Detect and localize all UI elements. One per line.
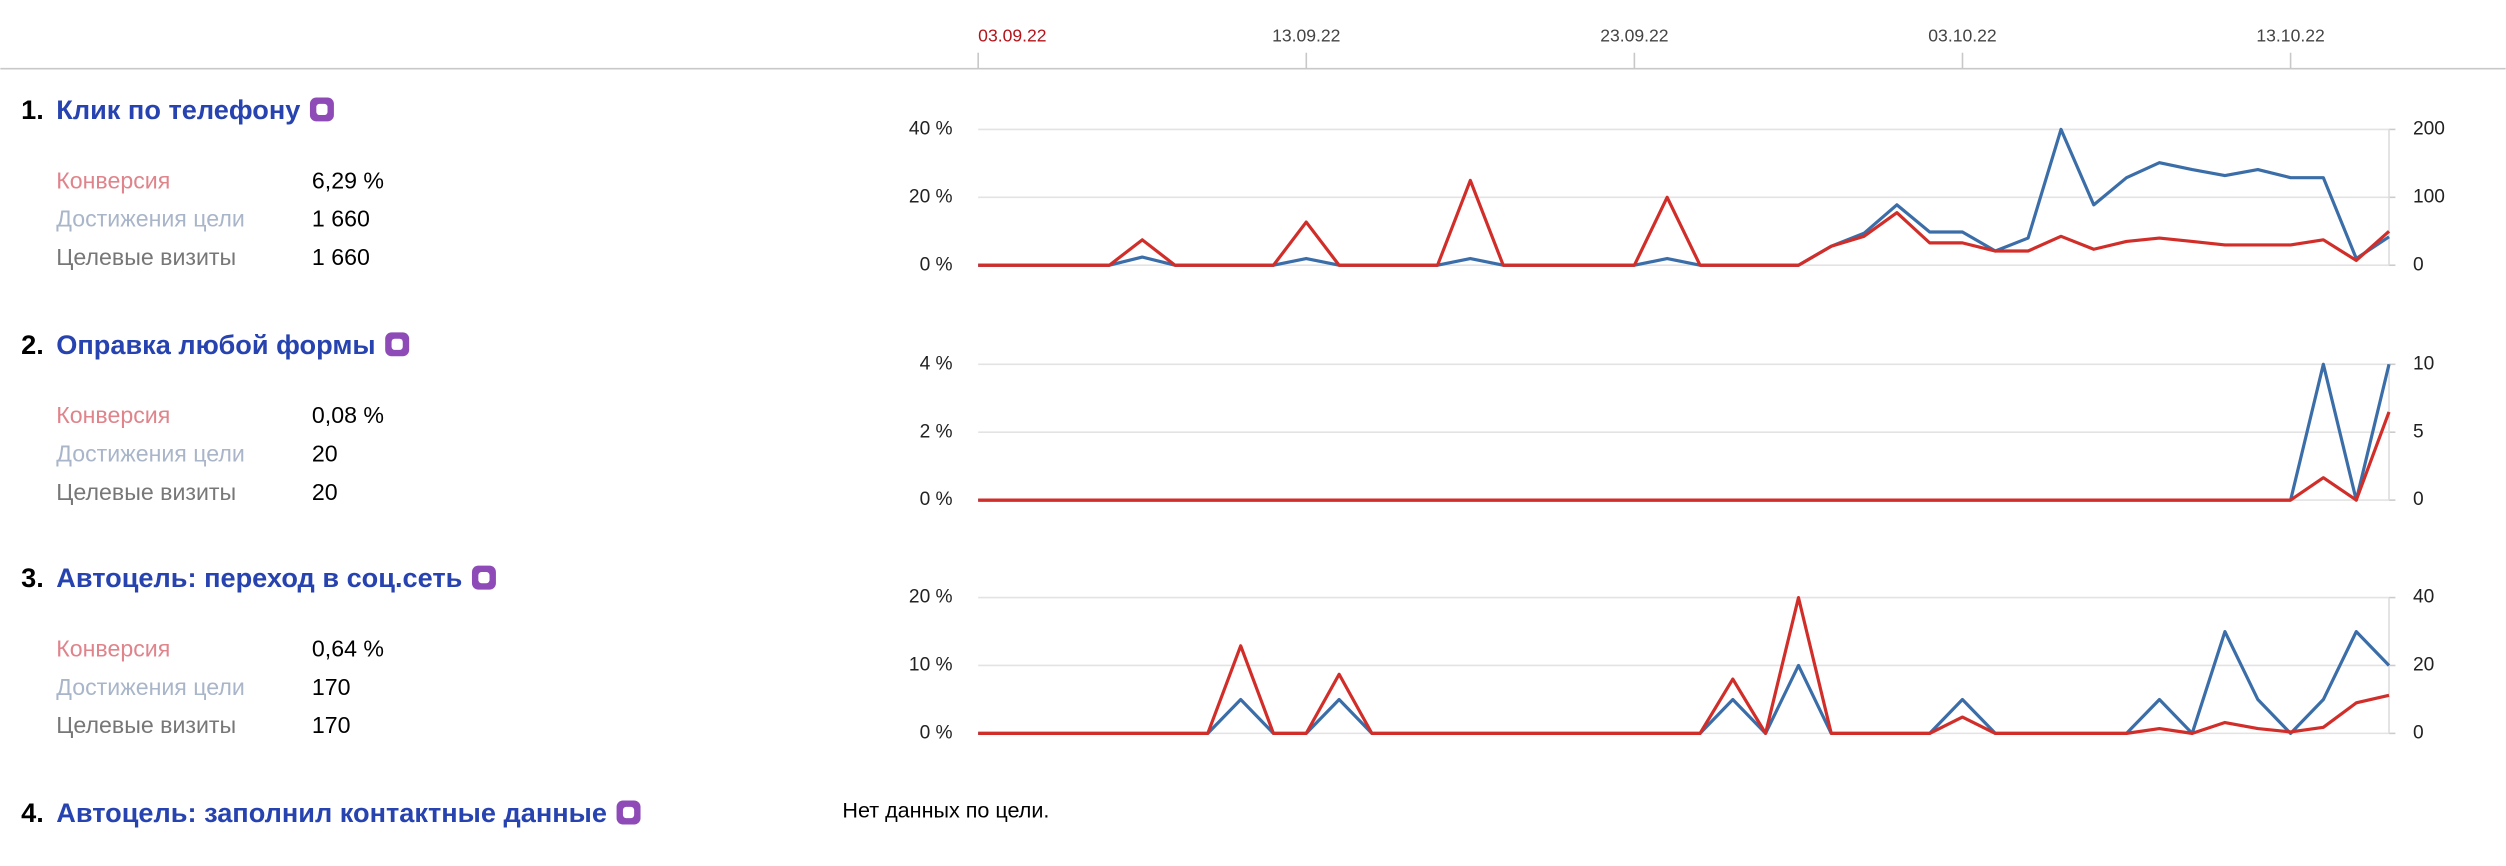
metric-value: 170 <box>312 674 351 700</box>
date-label: 23.09.22 <box>1600 25 1668 45</box>
goal-number: 4. <box>21 797 44 828</box>
goal-number: 1. <box>21 94 44 125</box>
metric-value: 1 660 <box>312 244 370 270</box>
metric-label: Целевые визиты <box>56 244 236 270</box>
y-tick-label: 40 % <box>909 118 953 139</box>
series-line <box>978 411 2391 502</box>
y-tick-label: 0 % <box>920 489 953 510</box>
goal-icon-glyph <box>391 338 403 350</box>
goal-icon-glyph <box>478 572 490 584</box>
goal-icon-glyph <box>316 103 328 116</box>
metric-label: Целевые визиты <box>56 712 236 738</box>
date-label: 13.10.22 <box>2256 25 2324 45</box>
date-label: 03.09.22 <box>978 25 1046 45</box>
metric-value: 0,64 % <box>312 635 384 661</box>
metric-label: Достижения цели <box>56 206 245 232</box>
y2-tick-label: 0 <box>2413 722 2424 743</box>
y-tick-label: 0 % <box>920 254 953 275</box>
y2-tick-label: 40 <box>2413 587 2434 608</box>
metric-value: 1 660 <box>312 206 370 232</box>
y-tick-label: 0 % <box>920 722 953 743</box>
metric-label: Достижения цели <box>56 440 245 466</box>
y2-tick-label: 10 <box>2413 353 2434 374</box>
goal-title[interactable]: Автоцель: переход в соц.сеть <box>56 562 462 593</box>
metric-label: Конверсия <box>56 635 170 661</box>
goal-title[interactable]: Клик по телефону <box>56 94 300 125</box>
metric-value: 20 <box>312 440 338 466</box>
y2-tick-label: 200 <box>2413 118 2445 139</box>
y2-tick-label: 100 <box>2413 186 2445 207</box>
y-tick-label: 20 % <box>909 587 953 608</box>
metric-label: Конверсия <box>56 402 170 428</box>
series-line <box>978 595 2390 735</box>
series-line <box>978 178 2391 267</box>
metric-label: Конверсия <box>56 167 170 193</box>
y2-tick-label: 0 <box>2413 254 2424 275</box>
y2-tick-label: 20 <box>2413 655 2434 676</box>
y-tick-label: 2 % <box>920 421 953 442</box>
metric-value: 20 <box>312 479 338 505</box>
series-line <box>978 630 2391 735</box>
no-data-message: Нет данных по цели. <box>842 797 1049 822</box>
goal-number: 2. <box>21 329 44 360</box>
metric-value: 0,08 % <box>312 402 384 428</box>
metric-label: Целевые визиты <box>56 479 236 505</box>
date-label: 13.09.22 <box>1272 25 1340 45</box>
y-tick-label: 20 % <box>909 186 953 207</box>
y-tick-label: 4 % <box>920 353 953 374</box>
goal-title[interactable]: Автоцель: заполнил контактные данные <box>56 797 607 828</box>
goal-number: 3. <box>21 562 44 593</box>
metric-label: Достижения цели <box>56 674 245 700</box>
goal-icon-glyph <box>622 806 635 819</box>
metric-value: 170 <box>312 712 351 738</box>
date-label: 03.10.22 <box>1928 25 1996 45</box>
y-tick-label: 10 % <box>909 655 953 676</box>
y2-tick-label: 5 <box>2413 421 2424 442</box>
y2-tick-label: 0 <box>2413 489 2424 510</box>
goal-title[interactable]: Оправка любой формы <box>56 329 375 360</box>
metric-value: 6,29 % <box>312 167 384 193</box>
